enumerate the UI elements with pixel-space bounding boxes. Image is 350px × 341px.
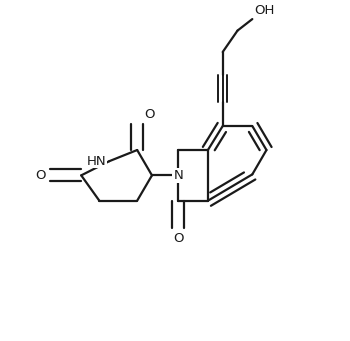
Text: O: O (36, 169, 46, 182)
Text: N: N (173, 169, 183, 182)
Text: HN: HN (86, 155, 106, 168)
Text: O: O (145, 108, 155, 121)
Text: OH: OH (254, 4, 274, 17)
Text: O: O (173, 232, 183, 245)
